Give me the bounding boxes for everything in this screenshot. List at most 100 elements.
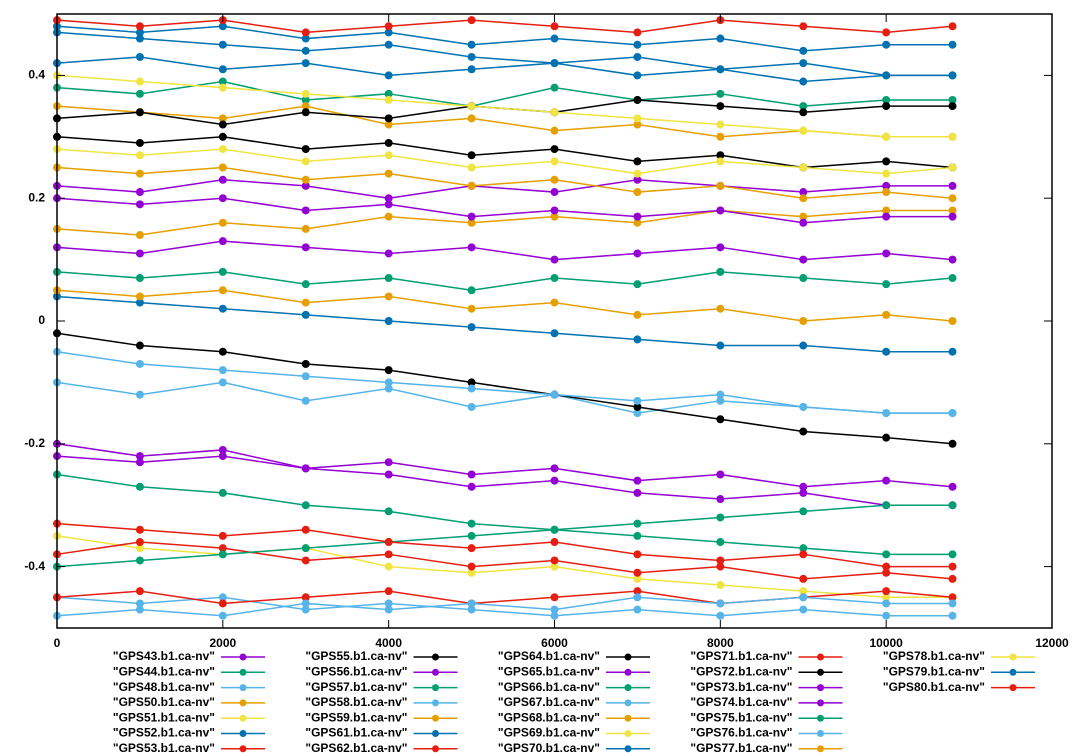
- legend-label: "GPS44.b1.ca-nv": [113, 664, 215, 678]
- point: [716, 243, 725, 252]
- point: [633, 188, 642, 197]
- legend-label: "GPS52.b1.ca-nv": [113, 726, 215, 740]
- legend-label: "GPS56.b1.ca-nv": [305, 664, 407, 678]
- point: [882, 550, 891, 559]
- point: [633, 28, 642, 37]
- point: [218, 114, 227, 123]
- point: [550, 593, 559, 602]
- legend-marker: [624, 714, 632, 722]
- point: [384, 194, 393, 203]
- point: [301, 181, 310, 190]
- point: [882, 568, 891, 577]
- legend-label: "GPS59.b1.ca-nv": [305, 710, 407, 724]
- series-line: [56, 455, 953, 488]
- point: [882, 476, 891, 485]
- point: [467, 605, 476, 614]
- x-tick-label: 6000: [541, 636, 568, 650]
- point: [716, 151, 725, 160]
- point: [633, 402, 642, 411]
- point: [384, 562, 393, 571]
- point: [301, 89, 310, 98]
- point: [301, 501, 310, 510]
- point: [882, 28, 891, 37]
- series-line: [56, 31, 953, 77]
- point: [716, 267, 725, 276]
- point: [948, 181, 957, 190]
- point: [633, 605, 642, 614]
- point: [135, 587, 144, 596]
- point: [384, 378, 393, 387]
- legend-marker: [239, 653, 247, 661]
- point: [384, 605, 393, 614]
- point: [716, 206, 725, 215]
- point: [384, 138, 393, 147]
- point: [633, 218, 642, 227]
- point: [467, 218, 476, 227]
- point: [301, 310, 310, 319]
- y-tick-label: 0.2: [28, 190, 45, 204]
- legend-marker: [239, 714, 247, 722]
- point: [467, 114, 476, 123]
- point: [467, 181, 476, 190]
- point: [550, 59, 559, 68]
- legend-label: "GPS61.b1.ca-nv": [305, 726, 407, 740]
- legend-marker: [817, 699, 824, 707]
- series-line: [56, 289, 953, 322]
- point: [799, 482, 808, 491]
- point: [467, 212, 476, 221]
- point: [948, 71, 957, 80]
- point: [301, 59, 310, 68]
- point: [882, 181, 891, 190]
- point: [716, 470, 725, 479]
- point: [384, 366, 393, 375]
- point: [882, 212, 891, 221]
- point: [301, 298, 310, 307]
- point: [467, 599, 476, 608]
- legend-label: "GPS72.b1.ca-nv": [690, 664, 792, 678]
- point: [633, 120, 642, 129]
- point: [384, 151, 393, 160]
- series-line: [56, 443, 953, 506]
- point: [716, 581, 725, 590]
- point: [716, 89, 725, 98]
- point: [135, 599, 144, 608]
- point: [218, 145, 227, 154]
- plot-area: [53, 16, 957, 620]
- point: [799, 163, 808, 172]
- point: [467, 243, 476, 252]
- legend-label: "GPS77.b1.ca-nv": [690, 741, 792, 755]
- point: [633, 476, 642, 485]
- point: [301, 46, 310, 55]
- series-line: [56, 136, 953, 169]
- series-line: [56, 179, 953, 199]
- point: [948, 95, 957, 104]
- point: [135, 538, 144, 547]
- point: [384, 292, 393, 301]
- legend-label: "GPS74.b1.ca-nv": [690, 695, 792, 709]
- series-line: [56, 99, 953, 126]
- point: [135, 341, 144, 350]
- point: [550, 175, 559, 184]
- point: [218, 218, 227, 227]
- legend-marker: [817, 714, 824, 722]
- point: [384, 28, 393, 37]
- point: [716, 415, 725, 424]
- point: [716, 120, 725, 129]
- point: [384, 212, 393, 221]
- point: [467, 40, 476, 49]
- point: [633, 157, 642, 166]
- point: [218, 77, 227, 86]
- point: [384, 89, 393, 98]
- point: [882, 169, 891, 178]
- point: [948, 212, 957, 221]
- point: [467, 304, 476, 313]
- legend-label: "GPS66.b1.ca-nv": [498, 680, 600, 694]
- point: [467, 402, 476, 411]
- point: [716, 611, 725, 620]
- point: [633, 574, 642, 583]
- point: [882, 157, 891, 166]
- series-line: [56, 166, 953, 199]
- x-tick-label: 12000: [1035, 636, 1069, 650]
- legend-label: "GPS48.b1.ca-nv": [113, 680, 215, 694]
- point: [467, 52, 476, 61]
